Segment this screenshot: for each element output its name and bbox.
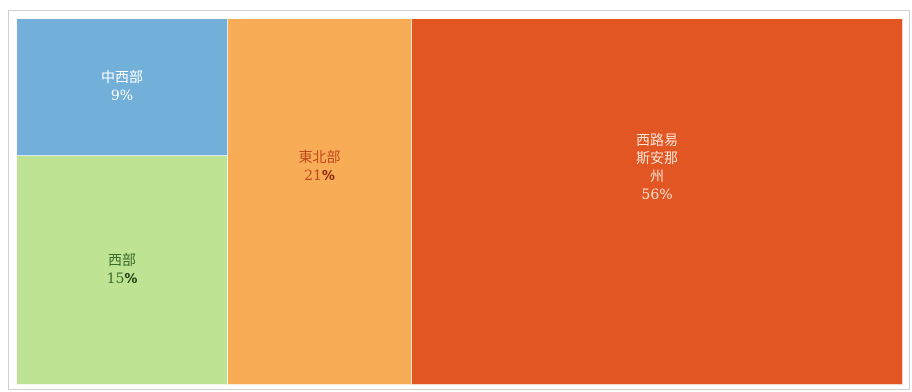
tile-value: 21%: [304, 168, 335, 184]
tile-label: 西路易 斯安那 州: [636, 132, 678, 185]
tile-label: 西部: [107, 252, 136, 269]
treemap-tile-southwest[interactable]: 西路易 斯安那 州 56%: [412, 19, 903, 385]
treemap-tile-midwest[interactable]: 中西部 9%: [17, 19, 228, 156]
tile-value: 15%: [106, 270, 138, 287]
treemap-chart: 中西部 9% 西部 15% 東北部 21% 西路易 斯安那 州 56%: [8, 10, 910, 390]
treemap-tile-west[interactable]: 西部 15%: [17, 156, 228, 385]
tile-value: 56%: [641, 186, 673, 203]
tile-label: 中西部: [101, 70, 143, 86]
tile-value: 9%: [110, 88, 134, 104]
tile-label: 東北部: [298, 150, 341, 166]
treemap-tile-northeast[interactable]: 東北部 21%: [228, 19, 412, 385]
